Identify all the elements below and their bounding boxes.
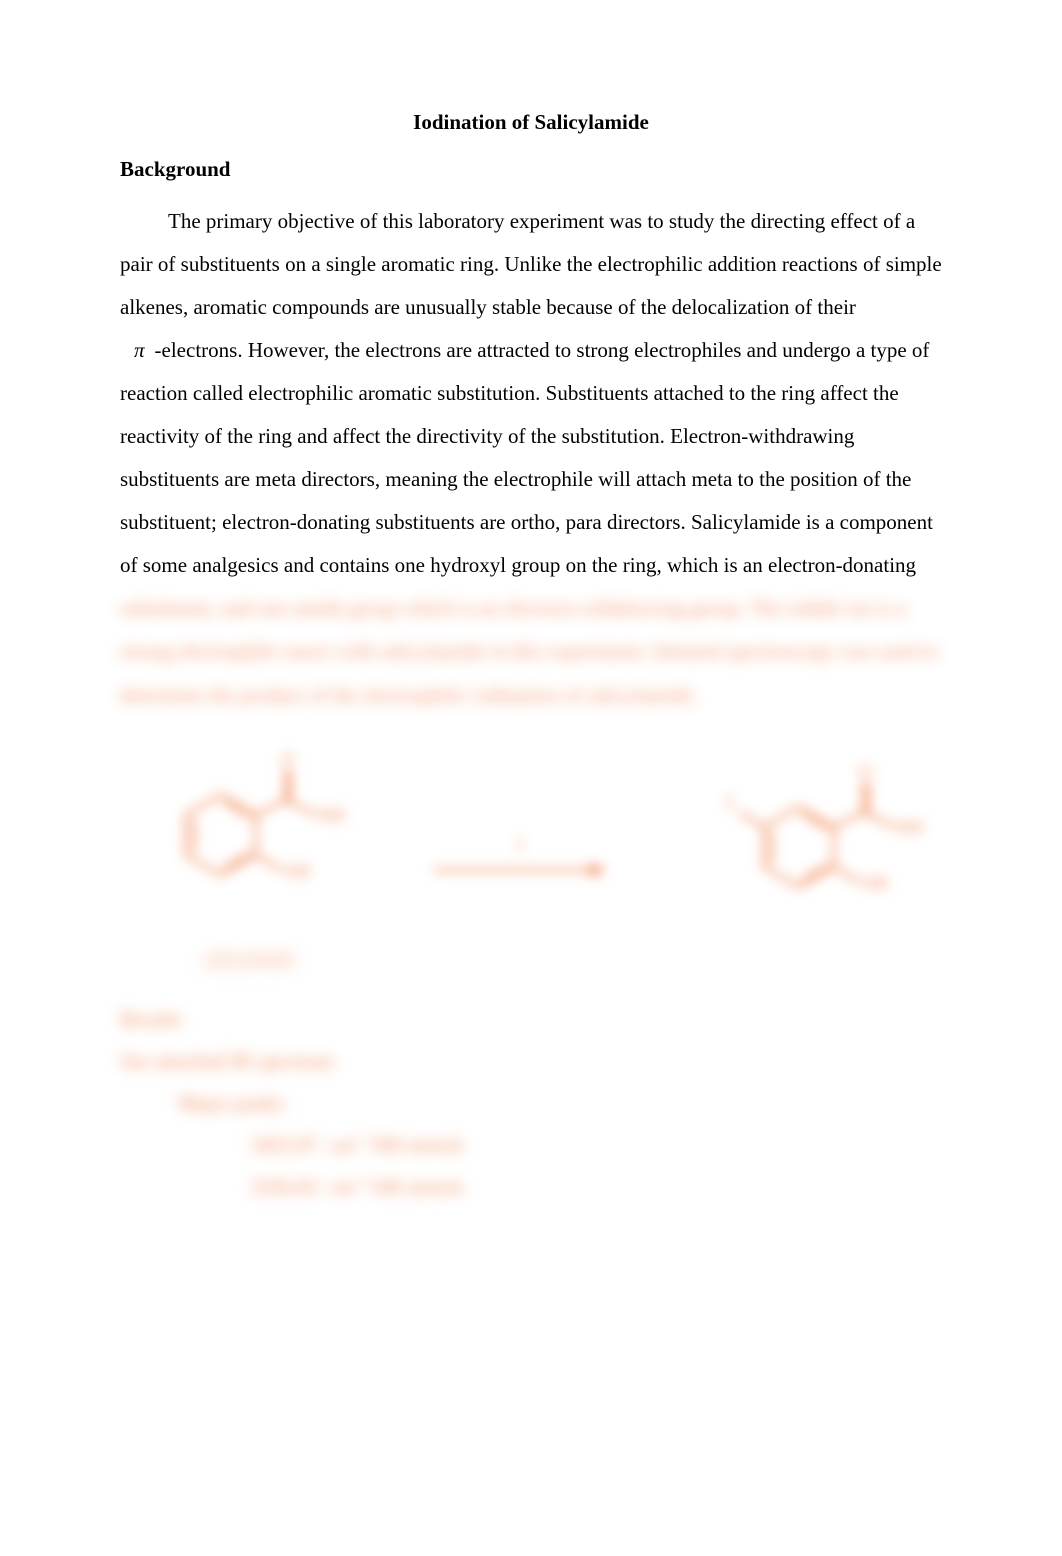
iodo-product-svg: O NH2 OH I [694, 757, 924, 957]
results-line1: See attached IR spectrum [120, 1040, 942, 1082]
paragraph-part2: -electrons. However, the electrons are a… [120, 338, 933, 577]
oh-label: OH [284, 861, 310, 881]
product-nh2-label: NH2 [896, 817, 924, 837]
peak2-unit: cm [329, 1175, 355, 1199]
paragraph-part1: The primary objective of this laboratory… [120, 209, 942, 319]
results-line2: Major peaks: [120, 1082, 942, 1124]
arrow-top-label: I [517, 834, 523, 855]
nh2-label: NH2 [318, 805, 346, 825]
peak1-unit: cm [329, 1133, 355, 1157]
pi-symbol: π [120, 338, 155, 362]
product-oh-label: OH [862, 873, 888, 893]
reaction-arrow [430, 859, 610, 881]
reaction-scheme: O NH2 OH salicylamide I O NH2 [120, 745, 942, 970]
peak2-sup: -1 [354, 1175, 366, 1190]
peak1-sup: -1 [354, 1133, 366, 1148]
background-paragraph: The primary objective of this laboratory… [120, 200, 942, 717]
results-section: Results See attached IR spectrum Major p… [120, 998, 942, 1208]
results-heading: Results [120, 998, 942, 1040]
product-carbonyl-o-label: O [859, 761, 872, 781]
document-title: Iodination of Salicylamide [120, 110, 942, 135]
salicylamide-svg: O NH2 OH [126, 745, 346, 945]
carbonyl-o-label: O [281, 749, 294, 769]
reaction-arrow-group: I [430, 834, 610, 881]
paragraph-blurred-tail: substituent, and one amide group which i… [120, 596, 938, 706]
reactant-label: salicylamide [152, 949, 346, 970]
peak2-num: 3356.65 [250, 1175, 318, 1199]
peak-row-1: 3455.87 cm-1 NH stretch [120, 1124, 942, 1166]
peak2-assign: OH stretch [371, 1175, 463, 1199]
peak1-num: 3455.87 [250, 1133, 318, 1157]
peak1-assign: NH stretch [371, 1133, 463, 1157]
iodine-label: I [726, 792, 733, 814]
peak-row-2: 3356.65 cm-1 OH stretch [120, 1166, 942, 1208]
product-structure: O NH2 OH I [694, 757, 924, 957]
reactant-structure: O NH2 OH salicylamide [126, 745, 346, 970]
background-heading: Background [120, 157, 942, 182]
